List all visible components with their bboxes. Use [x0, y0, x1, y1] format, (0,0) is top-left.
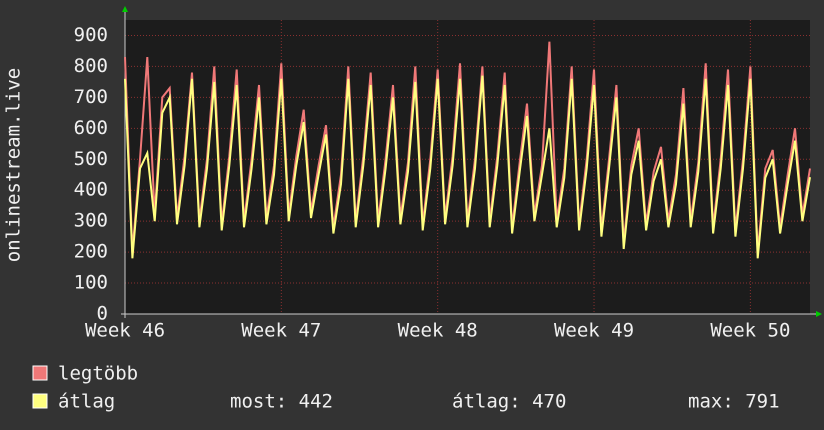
y-tick-label: 700 [74, 86, 108, 108]
y-tick-label: 100 [74, 272, 108, 294]
legend-swatch [32, 365, 48, 381]
x-tick-label: Week 49 [554, 320, 634, 342]
x-tick-label: Week 48 [398, 320, 478, 342]
axis-arrow [122, 6, 128, 12]
y-tick-label: 500 [74, 148, 108, 170]
y-axis-label: onlinestream.live [3, 68, 25, 262]
legend-label: átlag [58, 391, 115, 413]
x-tick-label: Week 47 [241, 320, 321, 342]
y-tick-label: 800 [74, 55, 108, 77]
y-tick-label: 200 [74, 241, 108, 263]
legend-swatch [32, 393, 48, 409]
y-tick-label: 600 [74, 117, 108, 139]
x-tick-label: Week 50 [710, 320, 790, 342]
legend-stat: átlag: 470 [452, 391, 566, 413]
series-line [124, 75, 811, 259]
axis-arrow [816, 311, 822, 317]
legend-stat: most: 442 [230, 391, 333, 413]
legend-stat: max: 791 [688, 391, 780, 413]
x-tick-label: Week 46 [85, 320, 165, 342]
plot-area [125, 20, 810, 314]
y-tick-label: 300 [74, 210, 108, 232]
y-tick-label: 900 [74, 24, 108, 46]
y-tick-label: 400 [74, 179, 108, 201]
legend-label: legtöbb [58, 363, 138, 385]
y-tick-label: 0 [97, 303, 108, 325]
